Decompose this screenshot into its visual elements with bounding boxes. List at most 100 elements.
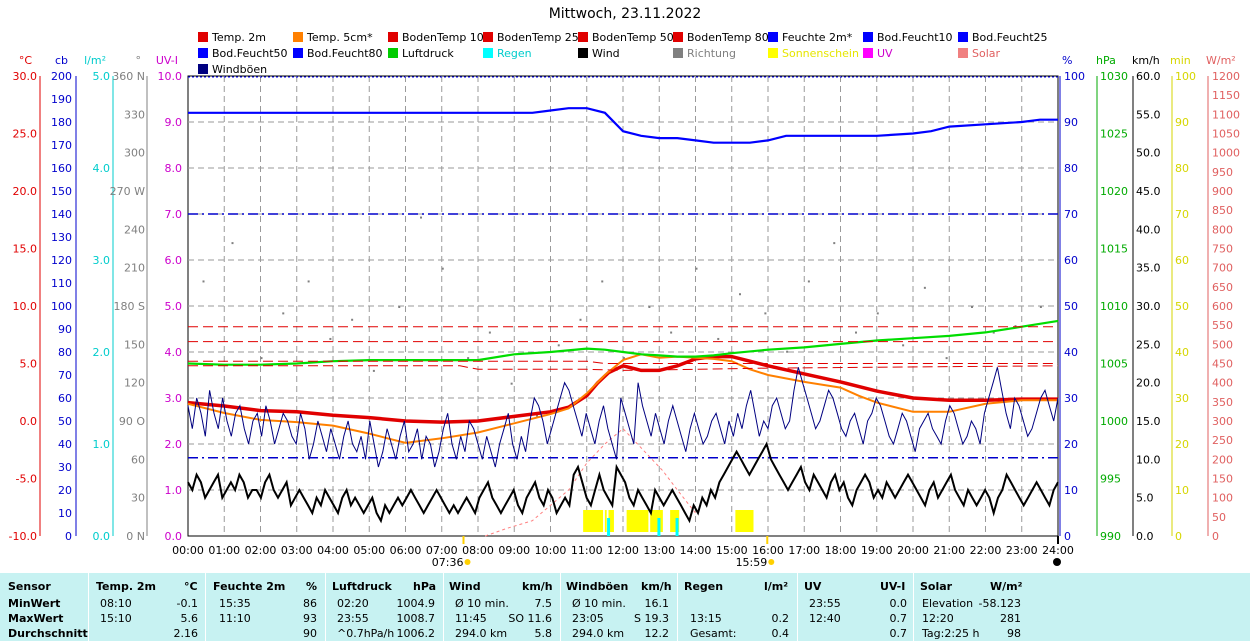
stats-cell-rain_v: 0.2 <box>771 612 790 625</box>
axis-tick-label: 100 <box>1212 492 1233 505</box>
axis-tick-label: 140 <box>51 208 72 221</box>
legend-label: Feuchte 2m* <box>782 31 853 44</box>
legend-label: UV <box>877 47 893 60</box>
stats-cell-gust_a: 23:05 <box>572 612 604 625</box>
legend-item: Windböen <box>198 63 267 76</box>
axis-tick-label: 1010 <box>1100 300 1128 313</box>
stats-cell-uv_v: 0.7 <box>889 612 908 625</box>
sunrise-label: 07:36 <box>432 556 464 569</box>
winddir-point <box>329 337 332 340</box>
legend-label: Windböen <box>212 63 268 76</box>
axis-tick-label: 50 <box>1175 300 1189 313</box>
axis-tick-label: 1150 <box>1212 89 1240 102</box>
stats-cell-wind_a: 294.0 km <box>455 627 508 640</box>
winddir-point <box>557 344 560 347</box>
axis-tick-label: 3.0 <box>165 392 183 405</box>
x-tick-label: 21:00 <box>933 544 965 557</box>
axis-tick-label: 20.0 <box>13 185 38 198</box>
legend-label: BodenTemp 80 <box>687 31 769 44</box>
axis-tick-label: 50 <box>1212 511 1226 524</box>
axis-tick-label: 800 <box>1212 223 1233 236</box>
stats-cell-sol_v: 98 <box>1007 627 1021 640</box>
axis-tick-label: 360 N <box>112 70 145 83</box>
axis-tick-label: 30 <box>1064 392 1078 405</box>
axis-tick-label: 1000 <box>1212 147 1240 160</box>
stats-cell-sol_a: Elevation <box>922 597 974 610</box>
axis-tick-label: -5.0 <box>16 473 37 486</box>
axis-tick-label: 150 <box>51 185 72 198</box>
axis-tick-label: 240 <box>124 223 145 236</box>
axis-tick-label: 50.0 <box>1136 147 1161 160</box>
axis-tick-label: 60 <box>1064 254 1078 267</box>
axis-tick-label: 5.0 <box>20 358 38 371</box>
moon-icon <box>1053 558 1061 566</box>
axis-tick-label: 70 <box>58 369 72 382</box>
x-tick-label: 12:00 <box>607 544 639 557</box>
axis-tick-label: 6.0 <box>165 254 183 267</box>
winddir-point <box>807 280 810 283</box>
hdr-temp: Temp. 2m <box>96 580 156 593</box>
winddir-point <box>945 357 948 360</box>
winddir-point <box>536 414 538 417</box>
series-line-luftdruck <box>187 319 1059 366</box>
axis-tick-label: 80 <box>58 346 72 359</box>
axis-tick-label: 0.0 <box>20 415 38 428</box>
hdr-wind: Wind <box>449 580 481 593</box>
axis-tick-label: 10 <box>1175 484 1189 497</box>
winddir-point <box>467 357 470 360</box>
axis-tick-label: 350 <box>1212 396 1233 409</box>
winddir-point <box>695 267 698 270</box>
axis-tick-label: 1200 <box>1212 70 1240 83</box>
series-line-temp-2m <box>187 354 1058 424</box>
stats-cell-hum_v: 90 <box>303 627 317 640</box>
chart-title: Mittwoch, 23.11.2022 <box>548 6 702 22</box>
stats-cell-gust_a: 294.0 km <box>572 627 625 640</box>
axis-tick-label: 1030 <box>1100 70 1128 83</box>
series-line-bodentemp-10 <box>188 365 1059 371</box>
x-tick-label: 10:00 <box>535 544 567 557</box>
wind-series <box>187 441 1059 524</box>
legend-label: BodenTemp 25 <box>497 31 579 44</box>
axis-tick-label: 10.0 <box>13 300 38 313</box>
axis-tick-label: 600 <box>1212 300 1233 313</box>
axis-tick-label: 60 <box>1175 254 1189 267</box>
axis-tick-label: 700 <box>1212 262 1233 275</box>
axis-tick-label: 110 <box>51 277 72 290</box>
axis-tick-label: 4.0 <box>165 346 183 359</box>
sunset-icon <box>768 559 775 565</box>
winddir-point <box>202 280 205 283</box>
hdr-gust-unit: km/h <box>641 580 672 593</box>
stats-cell-label: MinWert <box>8 597 61 610</box>
legend-item: BodenTemp 25 <box>483 31 579 44</box>
hdr-rain-unit: l/m² <box>764 580 789 593</box>
x-tick-label: 13:00 <box>643 544 675 557</box>
axis-tick-label: 10.0 <box>1136 453 1161 466</box>
axis-tick-label: 150 <box>124 338 145 351</box>
winddir-point <box>764 312 767 315</box>
legend-label: BodenTemp 50 <box>592 31 674 44</box>
hdr-hum: Feuchte 2m <box>213 580 286 593</box>
legend-item: Sonnenschein <box>768 47 859 60</box>
legend-item: Bod.Feucht80 <box>293 47 383 60</box>
stats-cell-wind_v: 5.8 <box>534 627 553 640</box>
hdr-press: Luftdruck <box>332 580 392 593</box>
winddir-point <box>923 286 926 289</box>
winddir-point <box>1039 306 1042 308</box>
legend-label: Bod.Feucht25 <box>972 31 1048 44</box>
legend-item: BodenTemp 50 <box>578 31 674 44</box>
legend-swatch <box>293 32 303 42</box>
axis-tick-label: 30 <box>58 461 72 474</box>
sunshine-bar <box>735 510 754 532</box>
axis-tick-label: 650 <box>1212 281 1233 294</box>
stats-cell-hum_t: 11:10 <box>219 612 251 625</box>
axis-tick-label: 550 <box>1212 319 1233 332</box>
stats-cell-wind_v: 7.5 <box>534 597 553 610</box>
legend-swatch <box>863 48 873 58</box>
axis-tick-label: 5.0 <box>1136 492 1154 505</box>
x-tick-label: 19:00 <box>861 544 893 557</box>
axis-tick-label: 5.0 <box>93 70 111 83</box>
winddir-point <box>876 312 879 315</box>
stats-cell-sol_v: -58.123 <box>978 597 1021 610</box>
legend-swatch <box>483 32 493 42</box>
legend-item: Bod.Feucht50 <box>198 47 288 60</box>
